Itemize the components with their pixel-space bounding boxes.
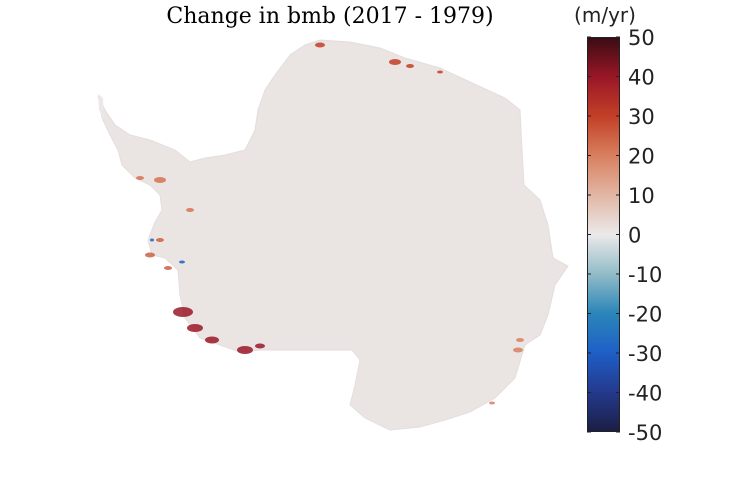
colorbar-tick-label: -10 — [628, 263, 662, 287]
hotspot-wilkes-land-coast — [489, 401, 495, 405]
peninsula-tip — [98, 94, 104, 120]
antarctica-landmass — [97, 39, 569, 431]
hotspot-amundsen-sea-coast — [187, 324, 203, 332]
colorbar-tick-label: 30 — [628, 105, 655, 129]
colorbar-tick-label: 50 — [628, 26, 655, 50]
hotspot-amundsen-sea-coast — [205, 336, 219, 344]
hotspot-wilkes-land-coast — [513, 347, 523, 353]
colorbar-tick-label: -40 — [628, 382, 662, 406]
colorbar-tick-label: -30 — [628, 342, 662, 366]
hotspot-bellingshausen-coast — [156, 238, 164, 242]
hotspot-amundsen-sea-coast — [237, 346, 253, 354]
colorbar-unit-label: (m/yr) — [574, 3, 636, 27]
hotspot-east-antarctica-north-coast — [406, 64, 414, 68]
hotspot-antarctic-peninsula-west — [154, 177, 166, 183]
hotspot-east-antarctica-north-coast — [315, 42, 325, 48]
hotspot-antarctic-peninsula-west — [136, 176, 144, 180]
hotspot-totten-coast — [150, 238, 154, 242]
hotspot-bellingshausen-coast — [164, 266, 172, 270]
chart-title: Change in bmb (2017 - 1979) — [166, 4, 494, 29]
colorbar-tick-label: -50 — [628, 421, 662, 445]
hotspot-antarctic-peninsula-west — [186, 208, 194, 212]
hotspot-amundsen-sea-coast — [173, 307, 193, 317]
colorbar-tick-label: 0 — [628, 224, 641, 248]
hotspot-totten-coast — [179, 260, 185, 264]
hotspot-amundsen-sea-coast — [255, 343, 265, 349]
hotspot-east-antarctica-north-coast — [437, 70, 443, 74]
colorbar-tick-label: -20 — [628, 303, 662, 327]
colorbar-tick-label: 40 — [628, 66, 655, 90]
hotspot-wilkes-land-coast — [516, 338, 524, 342]
colorbar-tick-label: 10 — [628, 184, 655, 208]
colorbar-tick-label: 20 — [628, 145, 655, 169]
hotspot-bellingshausen-coast — [145, 252, 155, 258]
hotspot-east-antarctica-north-coast — [389, 59, 401, 65]
colorbar — [587, 37, 620, 432]
